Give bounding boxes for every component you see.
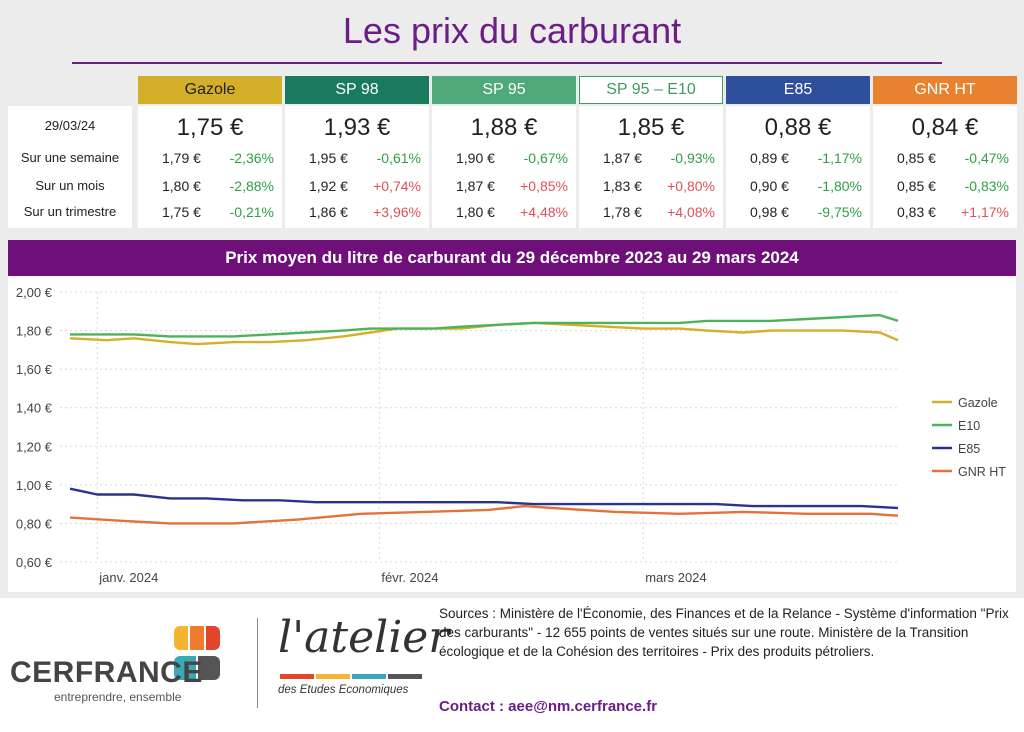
atelier-wordmark: l'atelier [278,612,450,663]
series-line-e10 [70,313,899,338]
legend-label: E10 [958,419,980,433]
atelier-logo: l'atelier des Etudes Economiques [272,612,449,712]
atelier-subtitle: des Etudes Economiques [278,684,409,696]
footer: CERFRANCE entreprendre, ensemble l'ateli… [0,598,1024,732]
current-price: 1,85 € [617,114,685,141]
current-price: 1,75 € [176,114,244,141]
past-price: 1,86 € [309,204,348,220]
y-tick-label: 0,80 € [16,516,53,531]
fuel-card-4: 0,88 € 0,89 € -1,17% 0,90 € -1,80% 0,98 € -9,7… [726,106,870,228]
x-tick-label: févr. 2024 [381,570,438,585]
price-table: 29/03/24 Sur une semaine Sur un mois Sur… [8,76,1017,228]
variation-percent: -0,93% [670,150,715,166]
past-price: 0,89 € [750,150,789,166]
y-tick-label: 1,40 € [16,401,53,416]
variation-percent: -2,88% [229,178,274,194]
title-divider [72,62,942,64]
cerfrance-logo: CERFRANCE entreprendre, ensemble [10,622,242,704]
logo-heads-icon [172,626,236,682]
variation-percent: -0,83% [964,178,1009,194]
series-line-gnr-ht [69,504,899,525]
current-price: 0,88 € [764,114,832,141]
variation-percent: -2,36% [229,150,274,166]
row-label-week: Sur une semaine [20,150,120,165]
past-price: 0,83 € [897,204,936,220]
past-price: 1,80 € [456,204,495,220]
variation-percent: +0,80% [667,178,715,194]
y-tick-label: 2,00 € [16,285,53,300]
legend-label: E85 [958,442,980,456]
current-price: 1,88 € [470,114,538,141]
variation-percent: +0,85% [520,178,568,194]
past-price: 1,95 € [309,150,348,166]
y-tick-label: 0,60 € [16,555,53,570]
current-price: 1,93 € [323,114,391,141]
past-price: 0,90 € [750,178,789,194]
contact-email-link[interactable]: Contact : aee@nm.cerfrance.fr [439,698,658,715]
y-tick-label: 1,00 € [16,478,53,493]
atelier-color-bar [280,674,422,679]
past-price: 0,85 € [897,178,936,194]
y-tick-label: 1,60 € [16,362,53,377]
logo-divider [257,618,258,708]
chart-panel: Prix moyen du litre de carburant du 29 d… [8,240,1016,592]
cerfrance-tagline: entreprendre, ensemble [54,690,182,704]
variation-percent: +4,08% [667,204,715,220]
variation-percent: -0,47% [964,150,1009,166]
past-price: 1,83 € [603,178,642,194]
variation-percent: -9,75% [817,204,862,220]
past-price: 0,98 € [750,204,789,220]
fuel-card-1: 1,93 € 1,95 € -0,61% 1,92 € +0,74% 1,86 € +3,9… [285,106,429,228]
variation-percent: -1,17% [817,150,862,166]
fuel-header-4: E85 [726,76,870,104]
variation-percent: -0,67% [523,150,568,166]
y-tick-label: 1,80 € [16,324,53,339]
variation-percent: +4,48% [520,204,568,220]
variation-percent: -0,61% [376,150,421,166]
past-price: 1,87 € [456,178,495,194]
legend-label: GNR HT [958,465,1006,479]
cerfrance-wordmark: CERFRANCE [10,656,203,689]
fuel-card-3: 1,85 € 1,87 € -0,93% 1,83 € +0,80% 1,78 € +4,0… [579,106,723,228]
variation-percent: +0,74% [373,178,421,194]
past-price: 0,85 € [897,150,936,166]
past-price: 1,78 € [603,204,642,220]
row-label-month: Sur un mois [35,178,105,193]
variation-percent: -0,21% [229,204,274,220]
page-title: Les prix du carburant [342,10,682,51]
x-tick-label: janv. 2024 [98,570,158,585]
past-price: 1,79 € [162,150,201,166]
x-tick-label: mars 2024 [645,570,706,585]
past-price: 1,75 € [162,204,201,220]
sources-text: Sources : Ministère de l'Économie, des F… [439,606,1009,659]
chart-title: Prix moyen du litre de carburant du 29 d… [8,240,1016,276]
series-line-e85 [69,487,899,510]
fuel-card-2: 1,88 € 1,90 € -0,67% 1,87 € +0,85% 1,80 € +4,4… [432,106,576,228]
row-labels: 29/03/24 Sur une semaine Sur un mois Sur… [8,106,132,228]
price-line-chart: 0,60 € 0,80 € 1,00 € 1,20 € 1,40 € 1,60 € 1,80… [16,285,1006,585]
legend-label: Gazole [958,396,998,410]
variation-percent: +1,17% [961,204,1009,220]
fuel-header-0: Gazole [138,76,282,104]
fuel-header-1: SP 98 [285,76,429,104]
variation-percent: +3,96% [373,204,421,220]
past-price: 1,90 € [456,150,495,166]
fuel-card-5: 0,84 € 0,85 € -0,47% 0,85 € -0,83% 0,83 € +1,1… [873,106,1017,228]
row-label-quarter: Sur un trimestre [23,204,117,219]
fuel-card-0: 1,75 € 1,79 € -2,36% 1,80 € -2,88% 1,75 € -0,2… [138,106,282,228]
date-label: 29/03/24 [44,118,96,133]
fuel-header-5: GNR HT [873,76,1017,104]
fuel-header-2: SP 95 [432,76,576,104]
past-price: 1,80 € [162,178,201,194]
y-tick-label: 1,20 € [16,439,53,454]
past-price: 1,92 € [309,178,348,194]
past-price: 1,87 € [603,150,642,166]
current-price: 0,84 € [911,114,979,141]
variation-percent: -1,80% [817,178,862,194]
fuel-header-3: SP 95 – E10 [579,76,723,104]
